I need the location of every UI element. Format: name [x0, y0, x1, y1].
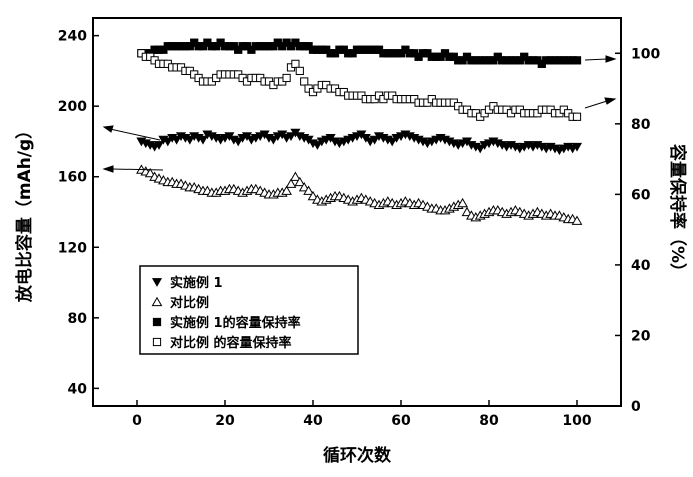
x-axis-label: 循环次数 [323, 445, 392, 466]
arrow-right-lower [585, 101, 607, 108]
data-point [573, 113, 580, 120]
data-point [283, 74, 290, 81]
y-tick-label: 120 [58, 240, 87, 256]
legend-marker [153, 318, 161, 326]
arrow-left-lower [112, 169, 163, 170]
axes: 0 20 40 60 80 100 40 80 120 160 200 240 0 20 40 60 80 100 [58, 29, 661, 429]
arrow-left-upper [110, 129, 160, 140]
arrow-right-upper-head [606, 56, 615, 62]
series-3 [138, 39, 581, 68]
legend-marker [153, 338, 160, 345]
arrow-left-lower-head [104, 166, 113, 172]
arrow-right-upper [585, 59, 607, 60]
y-tick-label: 80 [68, 311, 88, 327]
chart-marks [137, 39, 582, 225]
data-point [292, 60, 299, 67]
x-tick-label: 0 [132, 413, 142, 429]
arrow-right-lower-head [605, 98, 615, 104]
y2-tick-label: 60 [631, 187, 651, 203]
data-point [296, 67, 303, 74]
x-tick-label: 20 [215, 413, 235, 429]
y2-tick-label: 100 [631, 46, 660, 62]
x-tick-label: 40 [303, 413, 323, 429]
legend: 实施例 1 对比例实施例 1的容量保持率对比例 的容量保持率 [140, 266, 358, 354]
legend-label: 实施例 1 [170, 275, 223, 291]
x-tick-label: 60 [391, 413, 411, 429]
y2-tick-label: 0 [631, 399, 641, 415]
y2-axis-label: 容量保持率（%） [667, 144, 688, 280]
series-1 [137, 129, 582, 155]
y-tick-label: 240 [58, 29, 87, 45]
y-tick-label: 160 [58, 170, 87, 186]
y-axis-label: 放电比容量（mAh/g） [14, 122, 35, 303]
arrow-left-upper-head [104, 126, 113, 132]
y2-tick-label: 40 [631, 258, 651, 274]
x-tick-label: 80 [479, 413, 499, 429]
x-tick-label: 100 [562, 413, 591, 429]
y-tick-label: 40 [68, 381, 88, 397]
data-point [573, 57, 581, 65]
legend-label: 对比例 的容量保持率 [170, 335, 292, 351]
y2-tick-label: 80 [631, 117, 651, 133]
data-point [301, 78, 308, 85]
y2-tick-label: 20 [631, 328, 651, 344]
legend-label: 实施例 1的容量保持率 [170, 315, 301, 331]
y-tick-label: 200 [58, 99, 87, 115]
series-2 [137, 165, 582, 224]
legend-label: 对比例 [170, 295, 209, 311]
